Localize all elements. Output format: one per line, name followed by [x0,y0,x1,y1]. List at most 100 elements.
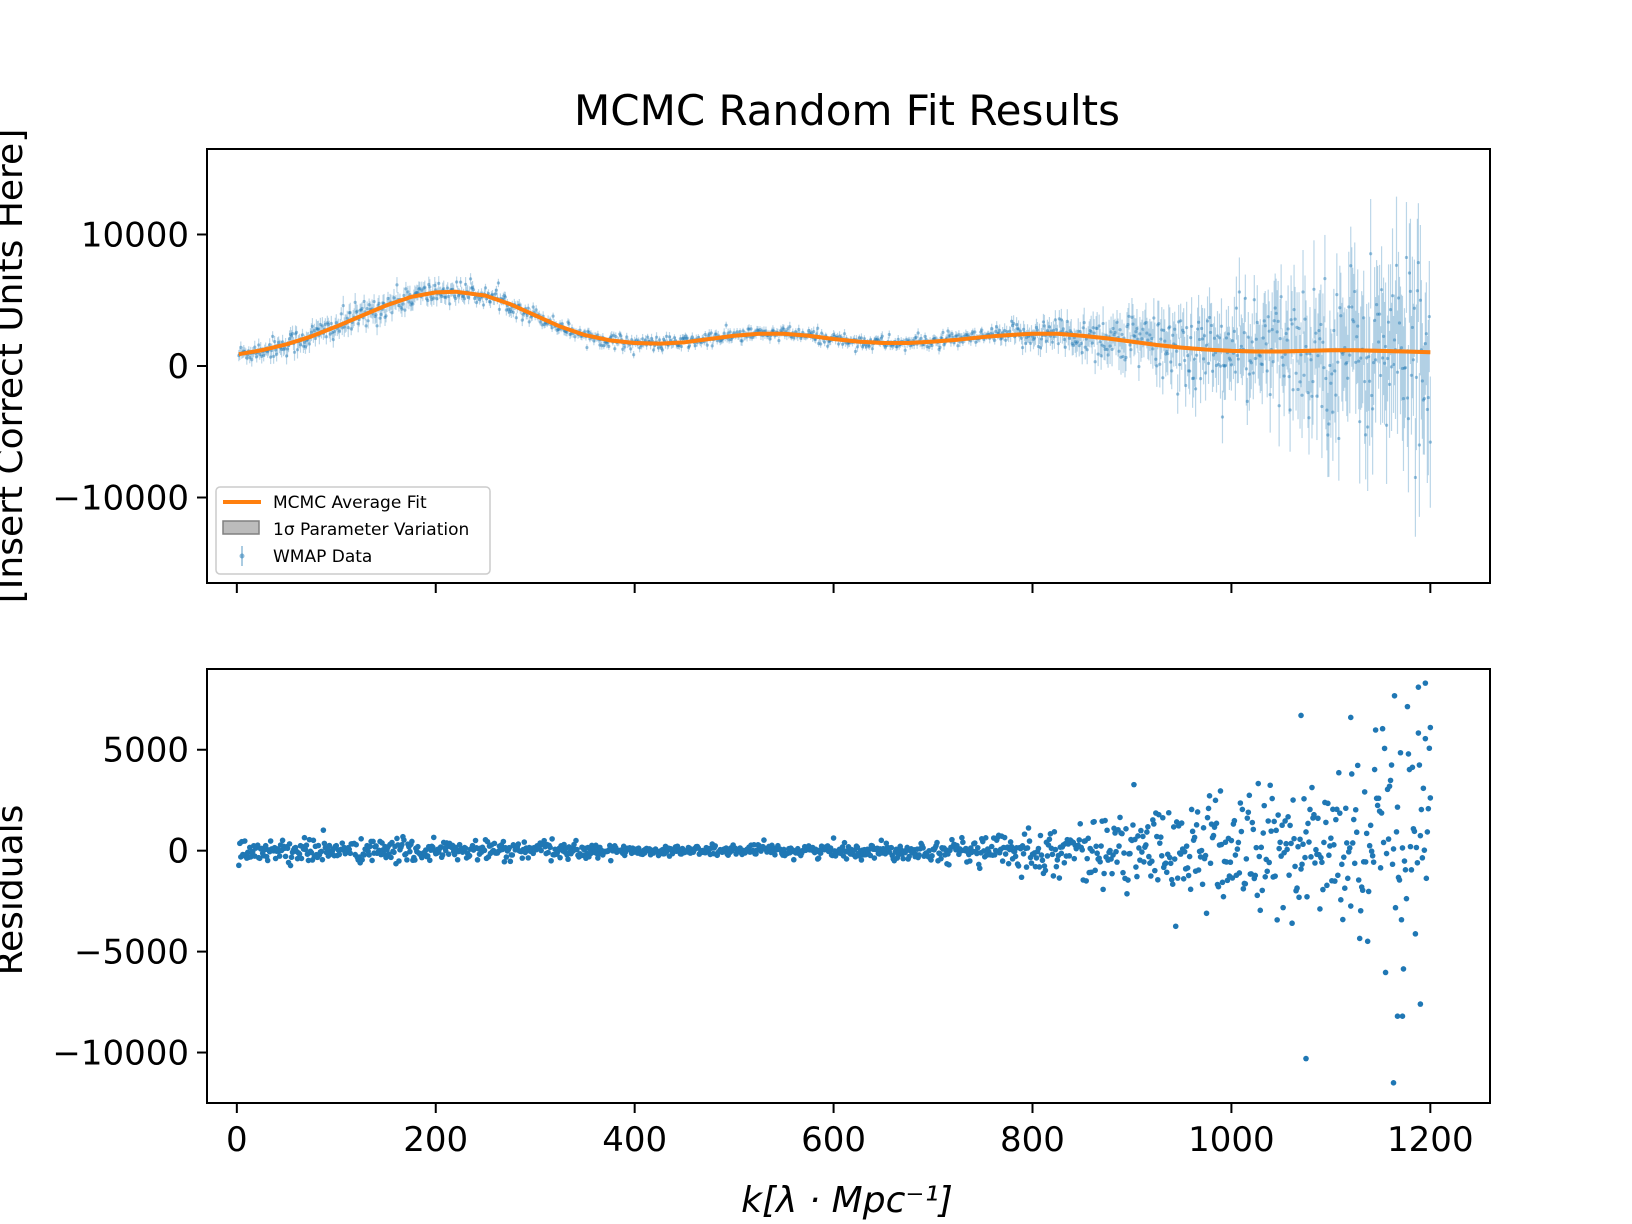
wmap-point [312,329,317,333]
wmap-point [1093,360,1097,364]
wmap-point [487,300,492,304]
wmap-point [707,332,711,336]
wmap-point [853,349,858,354]
wmap-point [290,331,295,336]
residual-point [1308,854,1314,860]
wmap-point [1106,353,1110,357]
residual-point [1188,806,1195,813]
wmap-point [664,334,669,338]
residual-point [1342,805,1349,812]
residual-point [607,857,614,864]
wmap-point [1286,327,1290,331]
wmap-point [994,329,998,334]
wmap-point [956,344,960,348]
residual-point [1279,822,1285,829]
residual-point [1194,809,1201,815]
wmap-point [1186,354,1190,358]
wmap-point [1353,289,1357,294]
wmap-point [1117,349,1121,353]
wmap-point [334,321,338,325]
residual-point [549,836,555,842]
wmap-point [469,286,474,290]
residual-point [506,844,513,851]
wmap-point [979,330,983,334]
residual-point [1317,906,1323,912]
wmap-point [1054,328,1058,332]
residual-point [1117,814,1123,821]
residual-point [972,840,978,846]
residual-point [858,857,865,863]
residual-point [1185,872,1192,879]
residual-point [1061,859,1068,866]
wmap-point [1268,392,1272,397]
residual-point [1321,839,1327,846]
residual-point [1307,806,1313,813]
wmap-point [1297,326,1301,331]
wmap-point [1249,361,1253,365]
wmap-point [1247,372,1251,376]
residual-point [359,857,365,863]
legend-box [215,486,491,575]
wmap-point [289,334,294,338]
residual-point [484,838,491,845]
residual-point [1157,840,1163,846]
wmap-point [1121,354,1125,359]
wmap-point [750,336,754,340]
wmap-point [1092,331,1096,335]
wmap-point [446,286,450,290]
wmap-point [1141,327,1145,331]
wmap-point [797,327,801,332]
residual-point [967,858,973,864]
wmap-point [1167,326,1171,330]
residual-point [1347,903,1354,909]
wmap-point [1099,354,1103,358]
wmap-point [1279,295,1283,299]
wmap-point [927,345,931,349]
wmap-point [1321,340,1325,344]
wmap-point [402,293,406,298]
wmap-point [468,277,473,281]
residual-point [878,837,885,844]
residual-point [1020,850,1027,857]
wmap-point [540,323,544,327]
wmap-point [1418,298,1422,302]
residual-point [929,853,935,859]
residual-point [1036,864,1043,870]
wmap-point [1178,363,1182,367]
wmap-point [1326,433,1330,437]
top-y-tick-label: −10000 [52,479,189,519]
wmap-point [747,327,751,331]
wmap-point [1251,371,1255,375]
bottom-data-layer [236,680,1434,1086]
residual-point [1199,881,1206,888]
wmap-point [1123,358,1127,362]
wmap-point [810,331,814,335]
wmap-point [1136,337,1140,341]
wmap-point [578,328,582,332]
residual-point [959,834,965,841]
wmap-point [342,325,346,329]
wmap-point [514,316,518,320]
wmap-point [777,338,781,343]
wmap-point [1295,325,1299,329]
wmap-point [529,315,533,319]
wmap-point [348,311,352,315]
wmap-point [1134,329,1138,334]
wmap-point [1246,335,1250,339]
residual-point [1328,835,1334,841]
residual-point [1037,832,1044,839]
wmap-point [1104,333,1108,337]
residual-point [361,852,367,858]
top-data-layer [237,196,1432,537]
wmap-point [820,331,824,335]
residual-point [254,842,261,849]
wmap-point [1329,381,1333,385]
residual-point [1351,860,1358,867]
wmap-point [1396,296,1401,300]
residual-point [1079,847,1086,853]
residual-point [1425,805,1432,812]
wmap-point [1103,347,1107,351]
wmap-point [1038,346,1043,350]
wmap-point [1262,319,1266,323]
wmap-point [1282,374,1286,378]
